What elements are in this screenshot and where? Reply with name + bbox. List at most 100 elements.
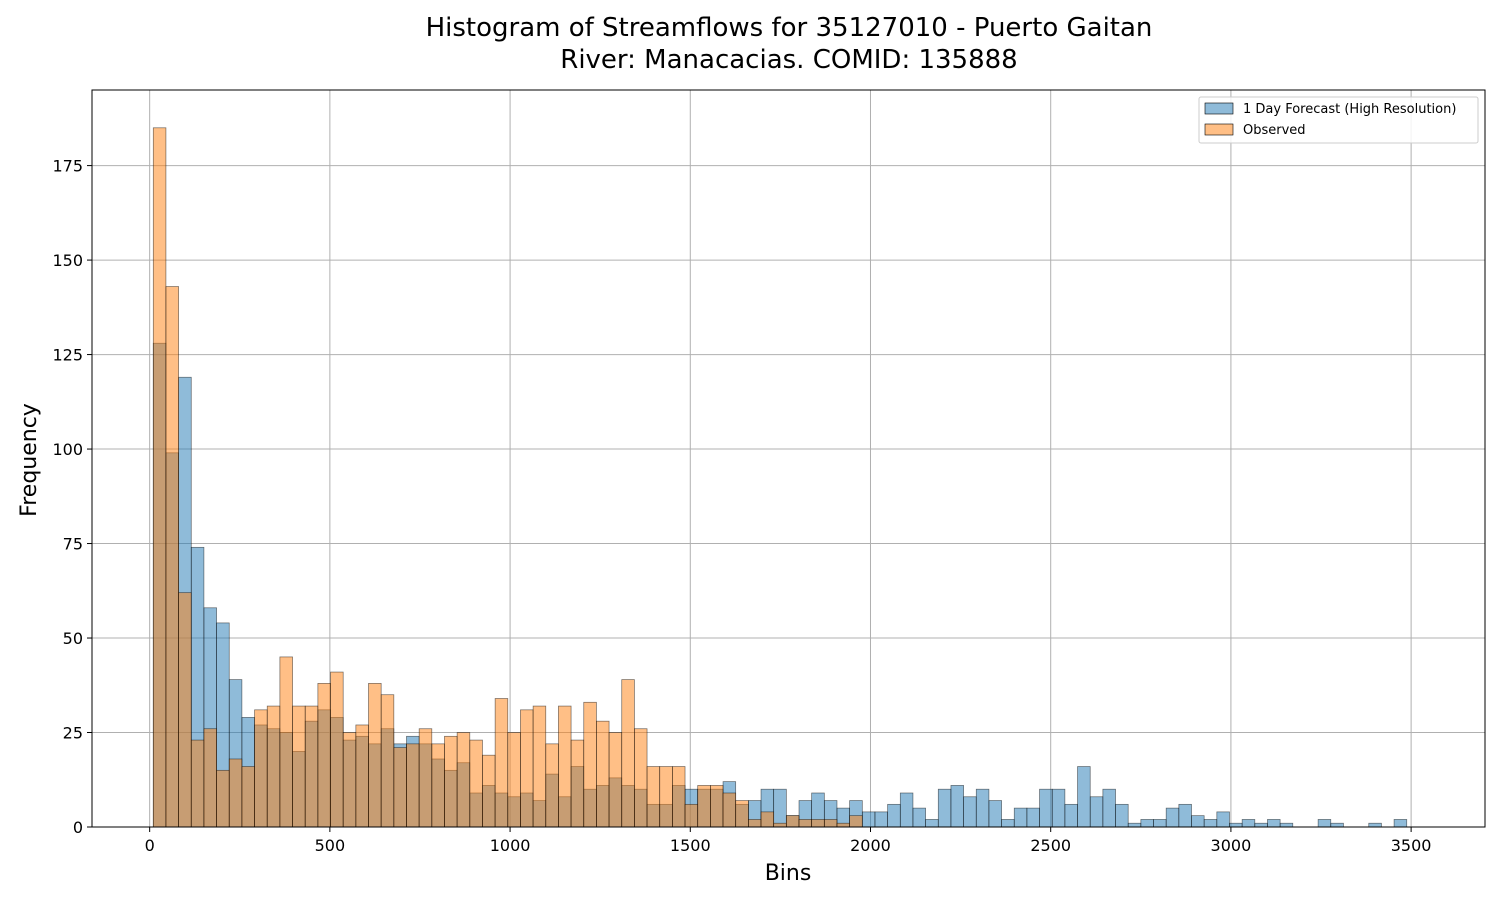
observed-bar <box>773 822 787 828</box>
y-axis-ticks: 0 25 50 75 100 125 150 175 <box>52 157 92 837</box>
observed-bar <box>368 683 382 828</box>
observed-bar <box>722 792 737 828</box>
forecast-bar <box>899 792 914 828</box>
forecast-bar <box>1368 822 1382 828</box>
forecast-bar <box>1279 822 1294 828</box>
observed-bar <box>849 815 863 828</box>
observed-bar <box>380 694 395 828</box>
observed-bar <box>634 728 648 828</box>
forecast-bar <box>937 788 952 828</box>
observed-bar <box>785 815 800 828</box>
forecast-bar <box>874 811 888 828</box>
observed-bar <box>659 766 673 828</box>
forecast-bar <box>1330 822 1344 828</box>
forecast-bar <box>1393 819 1408 828</box>
observed-bar <box>203 728 217 828</box>
observed-bar <box>254 709 268 828</box>
x-tick-label: 3500 <box>1391 836 1432 855</box>
observed-bar <box>570 739 585 828</box>
forecast-bar <box>887 803 901 828</box>
observed-bar <box>431 743 445 828</box>
forecast-bar <box>1039 788 1053 828</box>
observed-bar <box>836 822 850 828</box>
y-tick-label: 150 <box>52 251 83 270</box>
y-tick-label: 100 <box>52 440 83 459</box>
observed-bar <box>697 785 711 828</box>
x-axis-ticks: 0 500 1000 1500 2000 2500 3000 3500 <box>145 827 1432 855</box>
x-tick-label: 500 <box>315 836 346 855</box>
y-tick-label: 0 <box>73 818 83 837</box>
observed-bar <box>520 709 534 828</box>
y-tick-label: 175 <box>52 157 83 176</box>
forecast-bar <box>975 788 990 828</box>
forecast-bar <box>861 811 876 828</box>
forecast-bar <box>1216 811 1230 828</box>
observed-bar <box>456 732 471 828</box>
observed-bar <box>355 724 369 828</box>
forecast-bar <box>1001 819 1015 828</box>
observed-bar <box>418 728 433 828</box>
y-tick-label: 125 <box>52 346 83 365</box>
x-tick-label: 0 <box>145 836 155 855</box>
observed-bar <box>646 766 661 828</box>
observed-bar <box>494 698 509 828</box>
y-tick-label: 50 <box>63 629 83 648</box>
legend-label-observed: Observed <box>1243 123 1306 138</box>
observed-bar <box>304 705 319 828</box>
observed-bar <box>558 705 572 828</box>
x-tick-label: 3000 <box>1211 836 1252 855</box>
observed-bar <box>342 732 357 828</box>
forecast-bar <box>1013 807 1028 828</box>
observed-bar <box>317 683 331 828</box>
observed-bar <box>545 743 559 828</box>
y-axis-label: Frequency <box>17 403 42 517</box>
observed-bar <box>596 720 610 828</box>
legend-swatch-forecast <box>1204 102 1234 115</box>
observed-bar <box>241 766 255 828</box>
forecast-bar <box>925 819 939 828</box>
forecast-bar <box>963 796 977 828</box>
observed-bar <box>444 735 458 828</box>
observed-bar <box>228 758 243 828</box>
forecast-bar <box>1102 788 1116 828</box>
chart-subtitle: River: Manacacias. COMID: 135888 <box>560 45 1017 75</box>
observed-bar <box>710 785 724 828</box>
legend-box <box>1198 96 1479 144</box>
observed-bar <box>621 679 635 828</box>
forecast-bar <box>1140 819 1154 828</box>
chart-title: Histogram of Streamflows for 35127010 - … <box>426 13 1153 43</box>
y-tick-label: 25 <box>63 724 83 743</box>
forecast-bar <box>1115 803 1129 828</box>
forecast-bar <box>1191 815 1205 828</box>
observed-bar <box>482 754 496 828</box>
forecast-bar <box>1026 807 1040 828</box>
forecast-bar <box>1089 796 1104 828</box>
forecast-bar <box>1229 822 1243 828</box>
forecast-bar <box>1267 819 1281 828</box>
legend: 1 Day Forecast (High Resolution) Observe… <box>1198 96 1479 144</box>
observed-bar <box>760 811 775 828</box>
observed-bar <box>684 803 699 828</box>
forecast-bar <box>1317 819 1332 828</box>
forecast-bar <box>912 807 926 828</box>
observed-bar <box>279 656 293 828</box>
observed-bar <box>811 819 825 828</box>
observed-bar <box>178 592 192 828</box>
observed-bar <box>608 732 623 828</box>
forecast-bar <box>1165 807 1180 828</box>
forecast-bar <box>1153 819 1167 828</box>
forecast-bar <box>950 785 964 828</box>
observed-bar <box>672 766 686 828</box>
observed-bar <box>330 671 344 828</box>
observed-bar <box>748 819 762 828</box>
forecast-bar <box>1178 803 1192 828</box>
legend-swatch-observed <box>1204 123 1234 136</box>
x-tick-label: 1000 <box>490 836 531 855</box>
observed-bar <box>583 701 597 828</box>
observed-bar <box>532 705 547 828</box>
observed-bar <box>735 800 749 828</box>
observed-bar <box>266 705 281 828</box>
grid-lines <box>92 90 1485 828</box>
forecast-bar <box>1051 788 1066 828</box>
